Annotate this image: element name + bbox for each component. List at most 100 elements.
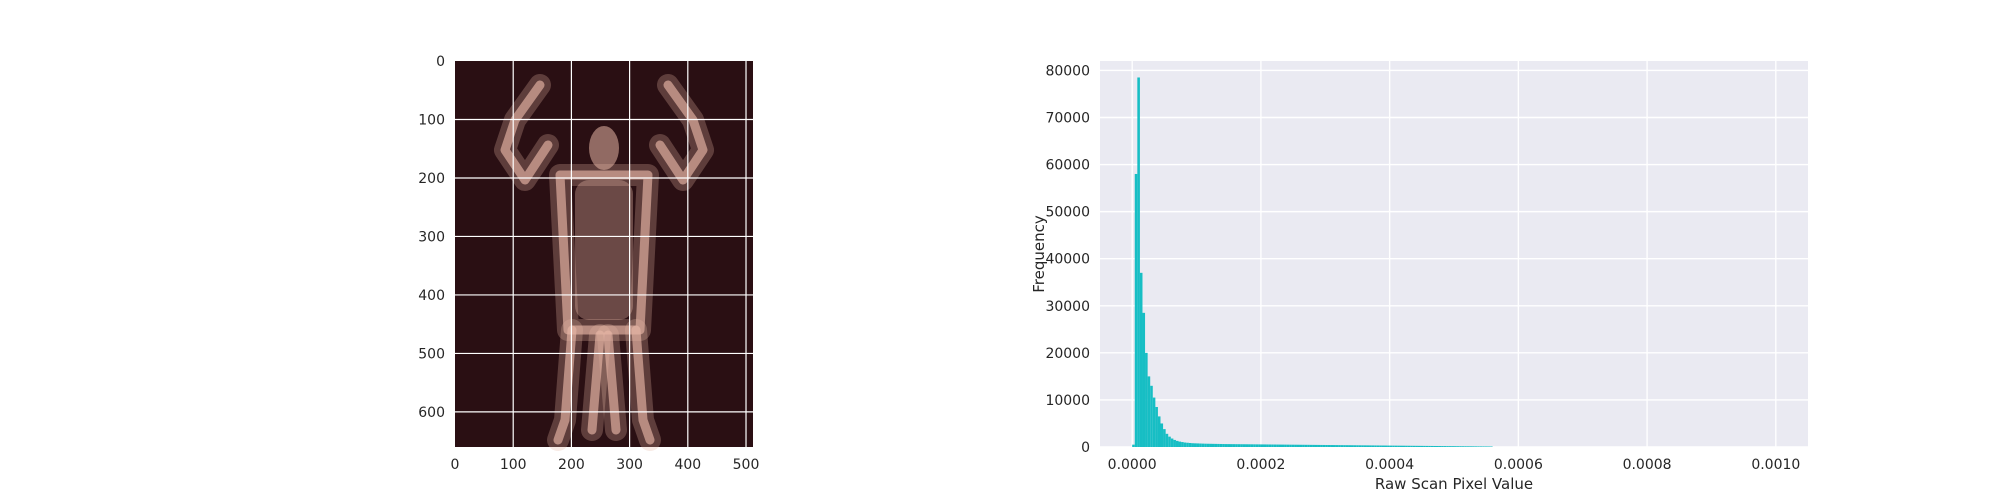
hist-bar-102	[1394, 445, 1398, 447]
hist-bar-74	[1322, 444, 1326, 447]
hist-bar-75	[1325, 444, 1328, 447]
image-x-tick-5: 500	[733, 457, 760, 473]
hist-bar-85	[1351, 445, 1354, 447]
image-x-tick-2: 200	[558, 457, 585, 473]
hist-bar-29	[1206, 443, 1210, 447]
hist-x-tick-3: 0.0006	[1494, 457, 1543, 473]
body-core-4	[631, 325, 655, 445]
hist-bar-122	[1446, 446, 1449, 447]
hist-bar-136	[1482, 446, 1485, 447]
hist-bar-12	[1163, 429, 1166, 447]
hist-bar-43	[1242, 444, 1246, 447]
image-y-tick-2: 200	[418, 171, 445, 187]
hist-bar-86	[1353, 445, 1357, 447]
hist-y-tick-5: 50000	[1045, 205, 1090, 221]
hist-bar-116	[1430, 445, 1434, 447]
hist-bar-120	[1441, 446, 1444, 447]
image-y-tick-6: 600	[418, 405, 445, 421]
hist-bar-46	[1250, 444, 1254, 447]
hist-y-tick-8: 80000	[1045, 63, 1090, 79]
hist-x-tick-2: 0.0004	[1365, 457, 1414, 473]
hist-bar-62	[1291, 444, 1295, 447]
hist-y-tick-4: 40000	[1045, 252, 1090, 268]
hist-bar-53	[1268, 444, 1272, 447]
hist-bar-32	[1214, 443, 1218, 447]
hist-bar-111	[1417, 445, 1421, 447]
hist-bar-81	[1340, 445, 1344, 447]
hist-bar-82	[1343, 445, 1346, 447]
histogram-bars	[1132, 77, 1493, 447]
hist-bar-106	[1405, 445, 1408, 447]
hist-bar-28	[1204, 443, 1207, 447]
hist-bar-108	[1410, 445, 1413, 447]
hist-bar-40	[1235, 444, 1238, 447]
hist-bar-105	[1402, 445, 1406, 447]
hist-bar-38	[1230, 444, 1233, 447]
hist-bar-124	[1451, 446, 1454, 447]
hist-bar-93	[1371, 445, 1375, 447]
hist-bar-22	[1188, 442, 1192, 447]
hist-bar-8	[1152, 397, 1156, 447]
hist-bar-20	[1183, 442, 1187, 447]
hist-bar-31	[1211, 443, 1215, 447]
hist-bar-109	[1412, 445, 1416, 447]
hist-bar-56	[1276, 444, 1279, 447]
hist-bar-64	[1296, 444, 1300, 447]
hist-bar-80	[1338, 445, 1341, 447]
hist-bar-23	[1191, 443, 1194, 447]
head	[589, 126, 619, 170]
hist-bar-21	[1186, 442, 1189, 447]
hist-bar-39	[1232, 444, 1236, 447]
hist-bar-1	[1134, 173, 1138, 447]
hist-bar-45	[1248, 444, 1251, 447]
hist-bar-98	[1384, 445, 1388, 447]
hist-y-tick-7: 70000	[1045, 110, 1090, 126]
image-x-tick-labels: 0 100 200 300 400 500	[451, 457, 760, 473]
hist-bar-50	[1260, 444, 1264, 447]
image-y-tick-0: 0	[436, 54, 445, 70]
hist-bar-24	[1193, 443, 1197, 447]
hist-bar-5	[1145, 352, 1148, 447]
hist-bar-63	[1294, 444, 1297, 447]
hist-bar-61	[1289, 444, 1292, 447]
hist-bar-27	[1201, 443, 1205, 447]
hist-bar-3	[1139, 272, 1143, 447]
hist-bar-33	[1217, 443, 1220, 447]
image-x-tick-3: 300	[616, 457, 643, 473]
hist-bar-101	[1392, 445, 1395, 447]
image-x-tick-1: 100	[500, 457, 527, 473]
hist-y-tick-3: 30000	[1045, 299, 1090, 315]
hist-bar-127	[1459, 446, 1462, 447]
hist-y-tick-6: 60000	[1045, 158, 1090, 174]
image-y-tick-labels: 0 100 200 300 400 500 600	[418, 54, 445, 421]
histogram-x-axis-label: Raw Scan Pixel Value	[1375, 475, 1533, 493]
hist-bar-6	[1147, 376, 1151, 447]
hist-bar-133	[1474, 446, 1478, 447]
image-y-tick-4: 400	[418, 288, 445, 304]
body-core-3	[553, 325, 577, 445]
hist-bar-107	[1407, 445, 1411, 447]
hist-bar-57	[1278, 444, 1282, 447]
hist-bar-96	[1379, 445, 1382, 447]
hist-bar-25	[1196, 443, 1200, 447]
body-core-0	[500, 80, 553, 185]
hist-bar-131	[1469, 446, 1473, 447]
torso-fill	[575, 180, 633, 320]
hist-bar-89	[1361, 445, 1364, 447]
body-silhouette	[494, 74, 714, 451]
histogram-plot-background	[1100, 61, 1808, 447]
image-grid	[455, 61, 753, 447]
hist-bar-129	[1464, 446, 1467, 447]
hist-bar-94	[1374, 445, 1377, 447]
hist-bar-18	[1178, 441, 1182, 447]
hist-bar-35	[1222, 444, 1225, 447]
image-y-tick-3: 300	[418, 229, 445, 245]
image-x-tick-4: 400	[674, 457, 701, 473]
hist-bar-14	[1168, 436, 1171, 447]
hist-bar-51	[1263, 444, 1267, 447]
hist-bar-17	[1175, 440, 1179, 447]
hist-bar-66	[1302, 444, 1305, 447]
hist-bar-41	[1237, 444, 1241, 447]
hist-bar-47	[1253, 444, 1256, 447]
